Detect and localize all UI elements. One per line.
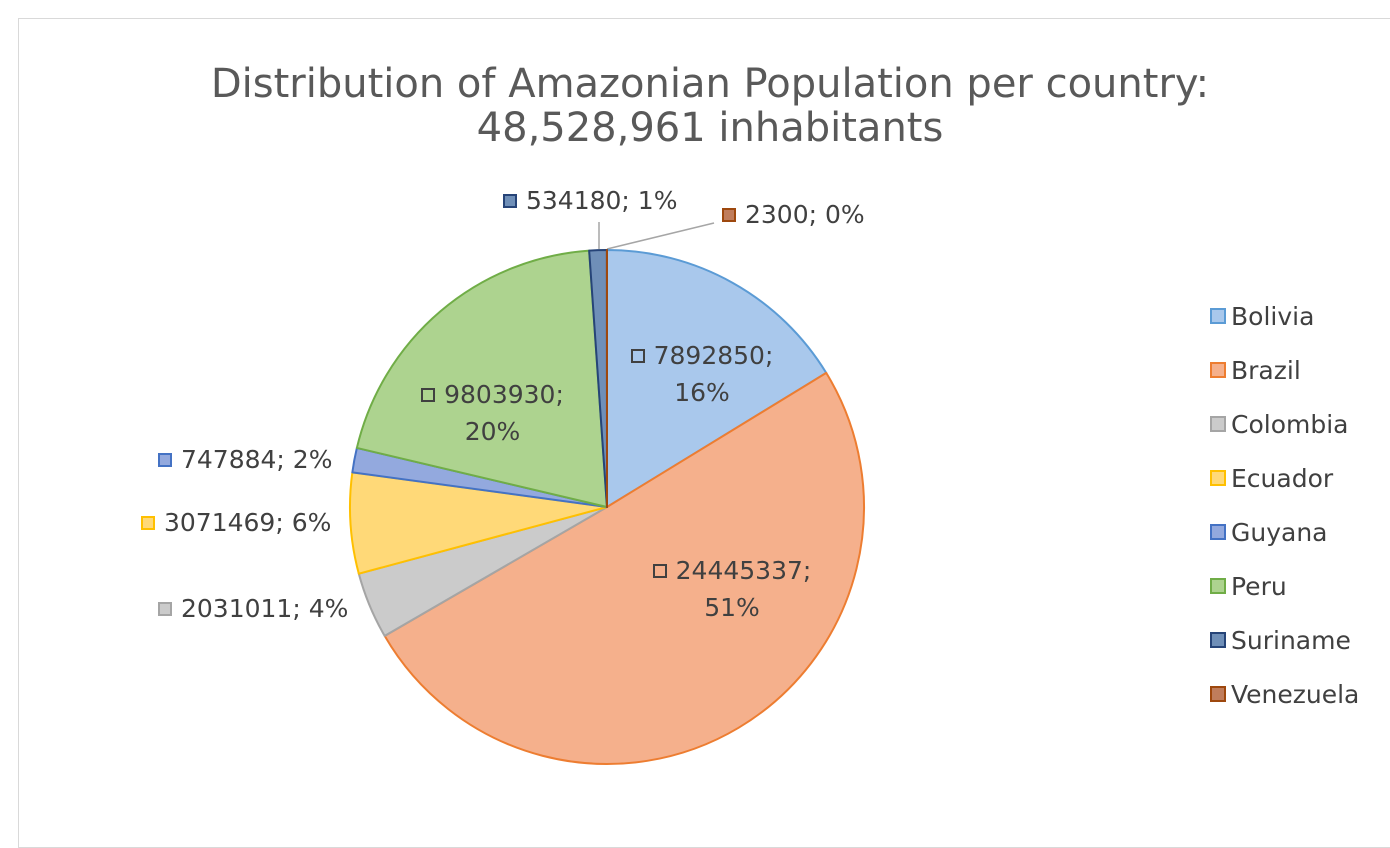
data-label: 534180; 1% — [503, 182, 677, 219]
label-key — [1210, 578, 1226, 594]
legend-label: Peru — [1231, 572, 1287, 601]
label-key — [141, 516, 155, 530]
legend-item: Bolivia — [1210, 302, 1314, 332]
legend-item: Ecuador — [1210, 464, 1333, 494]
legend-label: Bolivia — [1231, 302, 1314, 331]
data-label: 24445337; 51% — [632, 552, 832, 626]
data-label: 2300; 0% — [722, 196, 865, 233]
legend-item: Colombia — [1210, 410, 1348, 440]
legend-label: Guyana — [1231, 518, 1328, 547]
legend-item: Brazil — [1210, 356, 1301, 386]
data-label: 9803930; 20% — [395, 376, 590, 450]
label-key — [722, 208, 736, 222]
legend-item: Guyana — [1210, 518, 1328, 548]
data-label-text: 2300; 0% — [745, 200, 865, 229]
leader-line — [607, 223, 714, 249]
data-label-text: 2031011; 4% — [181, 594, 348, 623]
label-key — [421, 388, 435, 402]
label-key — [631, 349, 645, 363]
label-key — [1210, 362, 1226, 378]
data-label-text: 747884; 2% — [181, 445, 332, 474]
data-label: 2031011; 4% — [158, 590, 348, 627]
data-label-text: 7892850; 16% — [654, 341, 774, 407]
label-key — [1210, 632, 1226, 648]
data-label: 3071469; 6% — [141, 504, 331, 541]
data-label: 7892850; 16% — [612, 337, 792, 411]
legend-label: Suriname — [1231, 626, 1351, 655]
data-label-text: 534180; 1% — [526, 186, 677, 215]
legend-label: Brazil — [1231, 356, 1301, 385]
legend-label: Colombia — [1231, 410, 1348, 439]
data-label-text: 3071469; 6% — [164, 508, 331, 537]
label-key — [1210, 686, 1226, 702]
legend-item: Peru — [1210, 572, 1287, 602]
label-key — [653, 564, 667, 578]
legend-label: Venezuela — [1231, 680, 1359, 709]
data-label: 747884; 2% — [158, 441, 332, 478]
legend-item: Venezuela — [1210, 680, 1359, 710]
label-key — [158, 453, 172, 467]
legend-item: Suriname — [1210, 626, 1351, 656]
label-key — [158, 602, 172, 616]
label-key — [1210, 524, 1226, 540]
label-key — [1210, 416, 1226, 432]
legend-label: Ecuador — [1231, 464, 1333, 493]
label-key — [1210, 308, 1226, 324]
label-key — [503, 194, 517, 208]
data-label-text: 24445337; 51% — [676, 556, 812, 622]
label-key — [1210, 470, 1226, 486]
data-label-text: 9803930; 20% — [444, 380, 564, 446]
